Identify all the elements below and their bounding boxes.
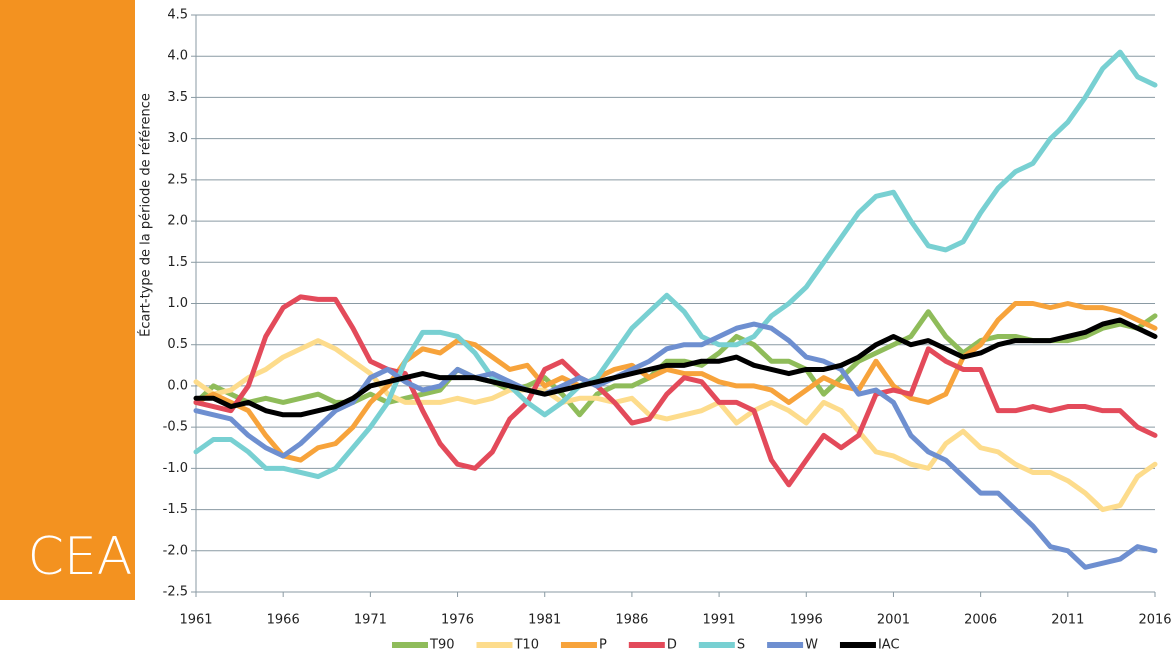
x-tick-label: 2001 <box>877 613 910 628</box>
y-tick-label: -1.0 <box>163 461 188 476</box>
y-tick-label: -0.5 <box>163 420 188 435</box>
y-tick-label: 1.5 <box>167 255 188 270</box>
y-tick-label: 2.5 <box>167 172 188 187</box>
side-panel <box>0 0 135 600</box>
y-tick-label: 4.0 <box>167 49 188 64</box>
y-tick-label: 1.0 <box>167 296 188 311</box>
series-line <box>193 301 1158 463</box>
x-tick-label: 1981 <box>528 613 561 628</box>
y-tick-label: -2.5 <box>163 585 188 600</box>
legend-label: IAC <box>878 638 900 653</box>
x-tick-label: 1971 <box>354 613 387 628</box>
y-tick-label: 0.5 <box>167 337 188 352</box>
x-tick-label: 1976 <box>441 613 474 628</box>
series-line <box>193 49 1158 480</box>
x-tick-label: 2006 <box>964 613 997 628</box>
legend-label: D <box>667 638 677 653</box>
legend-label: T10 <box>513 638 538 653</box>
y-tick-label: -1.5 <box>163 502 188 517</box>
x-tick-label: 2011 <box>1051 613 1084 628</box>
legend-label: S <box>737 638 745 653</box>
x-tick-label: 1991 <box>703 613 736 628</box>
legend-label: T90 <box>429 638 454 653</box>
y-tick-label: -2.0 <box>163 543 188 558</box>
legend-label: W <box>805 638 818 653</box>
series-line <box>193 294 1158 488</box>
y-tick-label: 3.5 <box>167 90 188 105</box>
legend-label: P <box>599 638 607 653</box>
x-tick-label: 1961 <box>179 613 212 628</box>
y-tick-label: 3.0 <box>167 131 188 146</box>
series-line <box>193 338 1158 513</box>
x-tick-label: 2016 <box>1138 613 1171 628</box>
side-label: CEA <box>28 527 133 587</box>
x-tick-label: 1966 <box>267 613 300 628</box>
series-line <box>193 317 1158 418</box>
y-tick-label: 0.0 <box>167 378 188 393</box>
x-tick-label: 1986 <box>615 613 648 628</box>
x-tick-label: 1996 <box>790 613 823 628</box>
y-tick-label: 4.5 <box>167 8 188 23</box>
y-axis-label: Écart-type de la période de référence <box>138 93 154 337</box>
y-tick-label: 2.0 <box>167 214 188 229</box>
